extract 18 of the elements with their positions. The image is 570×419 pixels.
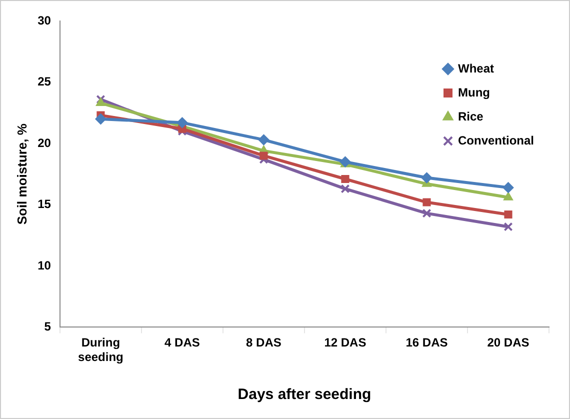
y-tick-label: 10: [38, 258, 52, 272]
legend-label: Mung: [458, 85, 490, 100]
y-tick-label: 5: [44, 320, 52, 334]
x-tick-label: During seeding: [78, 336, 124, 364]
x-tick-label: 16 DAS: [406, 336, 448, 350]
y-tick-label: 20: [38, 136, 52, 150]
y-tick-label: 30: [38, 13, 52, 28]
legend-label: Wheat: [458, 61, 494, 76]
x-tick-label: 20 DAS: [487, 336, 530, 350]
y-tick-label: 15: [38, 197, 52, 212]
x-axis-title: Days after seeding: [238, 386, 372, 404]
x-tick-label: 4 DAS: [164, 336, 200, 350]
legend-label: Conventional: [458, 133, 534, 148]
x-tick-label: 8 DAS: [246, 336, 282, 350]
x-tick-label: 12 DAS: [324, 336, 366, 350]
legend-label: Rice: [458, 109, 484, 124]
y-tick-label: 25: [38, 74, 52, 89]
y-axis-title: Soil moisture, %: [14, 123, 30, 225]
